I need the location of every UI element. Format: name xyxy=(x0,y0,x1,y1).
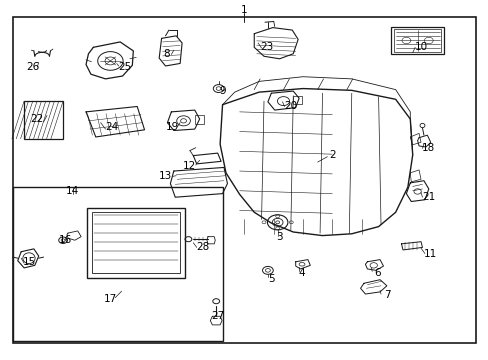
Bar xyxy=(194,116,203,125)
Bar xyxy=(24,101,63,139)
Text: 19: 19 xyxy=(165,122,179,132)
Text: 4: 4 xyxy=(298,268,305,278)
Text: 14: 14 xyxy=(66,186,80,196)
Text: 22: 22 xyxy=(31,114,44,124)
Text: 9: 9 xyxy=(219,86,225,96)
Text: 7: 7 xyxy=(383,291,390,301)
Text: 27: 27 xyxy=(211,311,224,320)
Text: 11: 11 xyxy=(423,248,436,258)
Text: 13: 13 xyxy=(159,171,172,181)
Text: 26: 26 xyxy=(26,62,39,72)
Text: 15: 15 xyxy=(22,257,36,267)
Text: 5: 5 xyxy=(267,274,274,284)
Text: 1: 1 xyxy=(241,5,247,15)
Bar xyxy=(13,187,222,341)
Text: 28: 28 xyxy=(196,242,209,252)
Text: 8: 8 xyxy=(163,49,169,59)
Text: 2: 2 xyxy=(328,150,335,160)
Text: 25: 25 xyxy=(118,62,131,72)
Text: 16: 16 xyxy=(58,235,72,245)
Bar xyxy=(87,208,184,278)
Bar xyxy=(293,96,302,104)
Text: 21: 21 xyxy=(421,192,434,202)
Text: 17: 17 xyxy=(103,294,117,304)
Bar xyxy=(393,30,441,51)
Bar xyxy=(92,212,180,273)
Text: 18: 18 xyxy=(421,143,434,153)
Text: 12: 12 xyxy=(183,161,196,171)
Text: 20: 20 xyxy=(284,102,297,112)
Text: 6: 6 xyxy=(373,267,380,278)
Text: 3: 3 xyxy=(276,232,283,242)
Text: 23: 23 xyxy=(259,42,272,51)
Text: 10: 10 xyxy=(414,42,427,51)
Text: 24: 24 xyxy=(105,122,118,132)
Bar xyxy=(390,27,444,54)
